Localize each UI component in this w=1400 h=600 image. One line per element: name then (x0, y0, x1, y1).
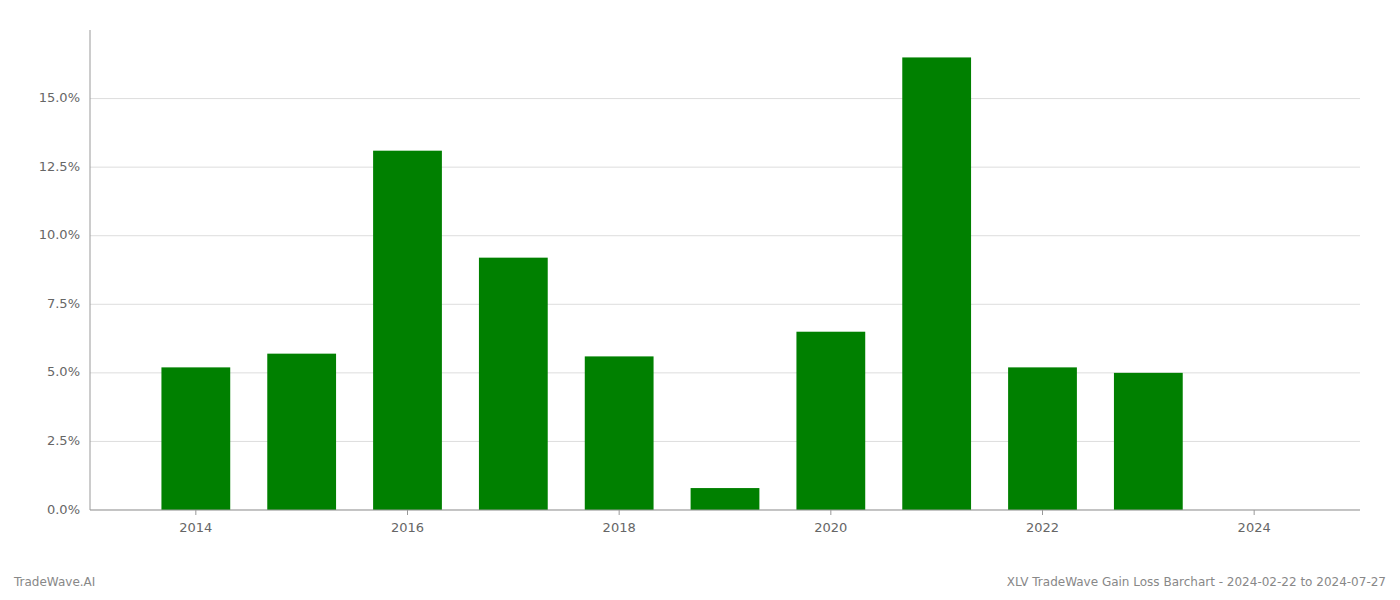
bar (161, 367, 230, 510)
bar (1008, 367, 1077, 510)
x-tick (830, 510, 831, 515)
x-tick (195, 510, 196, 515)
y-grid (90, 99, 1360, 510)
bar (585, 356, 654, 510)
y-axis-line (90, 30, 91, 510)
y-tick-label: 12.5% (39, 159, 80, 174)
x-tick-label: 2024 (1238, 520, 1271, 535)
x-tick (1042, 510, 1043, 515)
footer-right: XLV TradeWave Gain Loss Barchart - 2024-… (1007, 575, 1386, 589)
chart-svg: 0.0%2.5%5.0%7.5%10.0%12.5%15.0%201420162… (0, 0, 1400, 600)
y-tick-labels: 0.0% 2.5% 5.0% 7.5% 10.0% 12.5% 15.0% (39, 90, 80, 516)
bar (796, 332, 865, 510)
x-tick-label: 2014 (179, 520, 212, 535)
x-tick (1254, 510, 1255, 515)
y-tick-label: 2.5% (47, 433, 80, 448)
bar (691, 488, 760, 510)
x-tick-label: 2022 (1026, 520, 1059, 535)
x-tick-label: 2016 (391, 520, 424, 535)
x-tick (619, 510, 620, 515)
bar (373, 151, 442, 510)
bars (161, 57, 1182, 510)
footer-left: TradeWave.AI (13, 575, 95, 589)
y-tick-label: 5.0% (47, 364, 80, 379)
x-axis-line (90, 510, 1360, 511)
footer: TradeWave.AI XLV TradeWave Gain Loss Barc… (13, 575, 1386, 589)
x-tick (407, 510, 408, 515)
bar (902, 57, 971, 510)
bar (1114, 373, 1183, 510)
bar (479, 258, 548, 510)
grid-line (90, 235, 1360, 236)
grid-line (90, 510, 1360, 511)
y-tick-label: 0.0% (47, 502, 80, 517)
grid-line (90, 98, 1360, 99)
y-tick-label: 10.0% (39, 227, 80, 242)
chart-container: 0.0%2.5%5.0%7.5%10.0%12.5%15.0%201420162… (0, 0, 1400, 600)
x-tick-labels: 2014 2016 2018 2020 2022 2024 (179, 510, 1270, 535)
x-tick-label: 2018 (603, 520, 636, 535)
y-tick-label: 7.5% (47, 296, 80, 311)
bar (267, 354, 336, 510)
grid-line (90, 167, 1360, 168)
y-tick-label: 15.0% (39, 90, 80, 105)
grid-line (90, 304, 1360, 305)
x-tick-label: 2020 (814, 520, 847, 535)
